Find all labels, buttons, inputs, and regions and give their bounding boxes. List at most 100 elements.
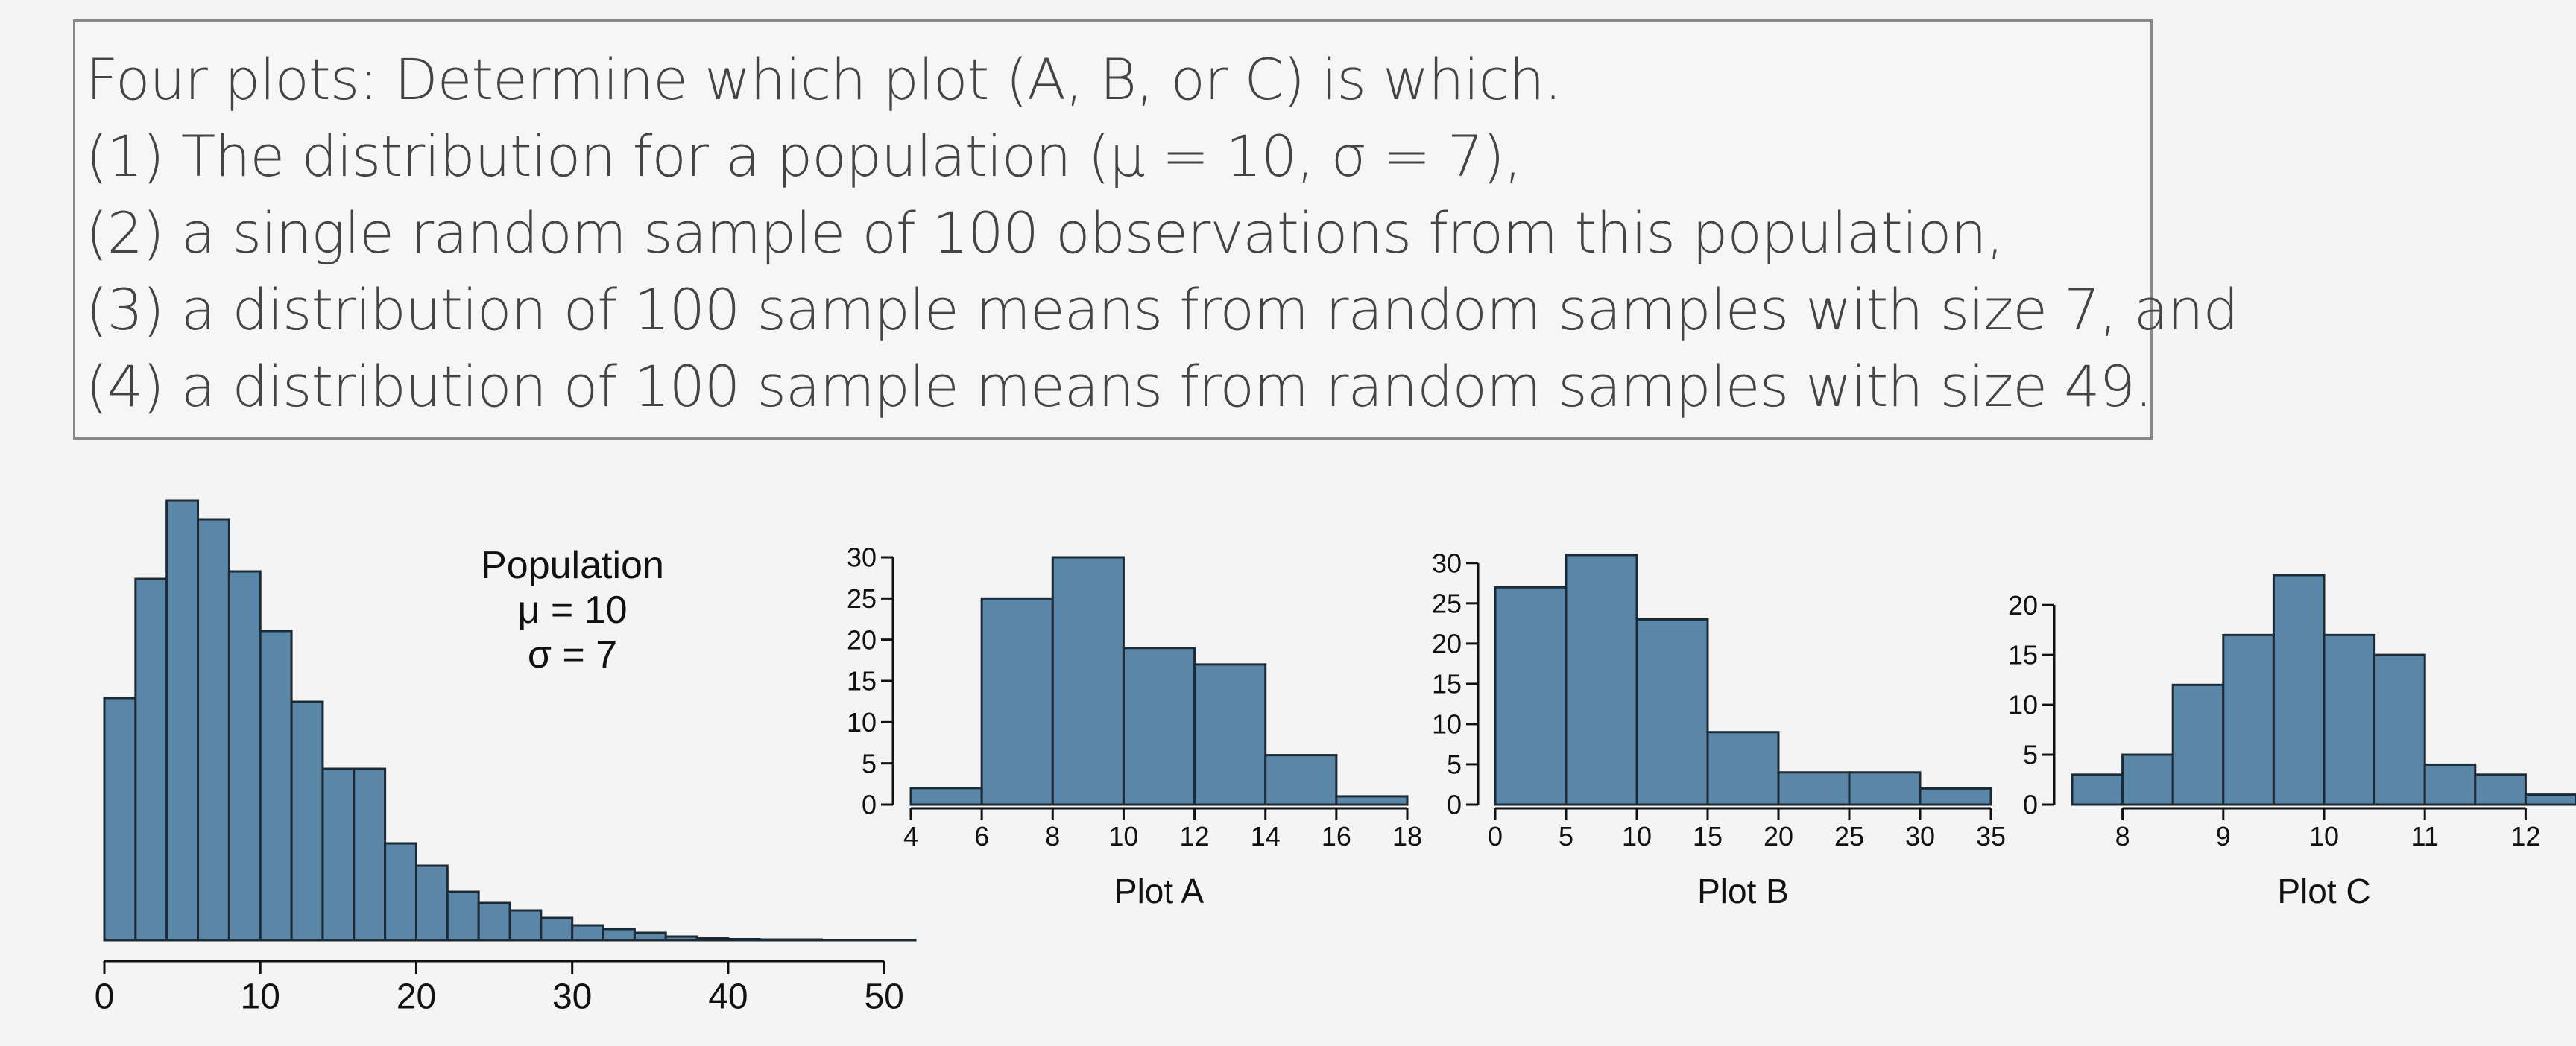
plot-b-bar: [1848, 771, 1922, 806]
population-x-tick-label: 10: [241, 977, 280, 1017]
population-bar: [508, 909, 543, 942]
plot-c-x-tick-label: 8: [2115, 821, 2130, 852]
population-bar: [414, 864, 449, 942]
population-bar: [197, 518, 230, 942]
plot-a-label: Plot A: [1114, 872, 1205, 910]
plot-c-bar: [2323, 633, 2376, 806]
plot-b-bar: [1565, 554, 1638, 806]
plot-b-y-tick-label: 0: [1447, 790, 1462, 820]
plot-b-y-tick-label: 25: [1432, 588, 1462, 618]
plot-b-x-tick-label: 35: [1976, 821, 2006, 852]
population-bar: [321, 767, 356, 942]
plot-b-bar: [1635, 618, 1709, 806]
population-bar: [727, 938, 761, 942]
plot-b-x-tick-label: 25: [1834, 821, 1864, 852]
population-bar: [227, 570, 262, 942]
question-item-4: (4) a distribution of 100 sample means f…: [86, 353, 2153, 419]
plot-c-x-tick-label: 10: [2309, 821, 2339, 852]
population-bar: [851, 939, 886, 942]
population-bar: [789, 938, 823, 942]
population-bar: [290, 700, 324, 942]
plot-a-x-tick-label: 10: [1108, 821, 1138, 852]
plot-a-x-tick-label: 18: [1392, 821, 1422, 852]
plot-a-x-tick-label: 8: [1045, 821, 1060, 852]
plot-c-x-tick-label: 12: [2510, 821, 2540, 852]
plot-c-bar: [2121, 753, 2174, 806]
population-bar: [384, 842, 417, 942]
plot-b-label: Plot B: [1697, 872, 1789, 910]
population-bar: [134, 577, 168, 942]
plot-a-y-tick-label: 5: [862, 748, 877, 779]
plot-a-x-tick-label: 12: [1180, 821, 1210, 852]
population-bar: [165, 499, 200, 942]
plot-c-bar: [2423, 763, 2477, 806]
population-bar: [883, 939, 917, 942]
population-bar: [633, 931, 667, 942]
plot-c-label: Plot C: [2277, 872, 2370, 910]
plot-b-y-tick-label: 15: [1432, 669, 1462, 700]
plot-a-y-tick-label: 0: [862, 790, 877, 820]
plot-c-bar: [2222, 633, 2275, 806]
plot-b-x-tick-label: 0: [1488, 821, 1503, 852]
population-bar: [477, 901, 511, 942]
plot-c-x-tick-label: 9: [2216, 821, 2231, 852]
population-x-tick-label: 20: [397, 977, 436, 1017]
plot-a-y-tick-label: 15: [847, 666, 877, 697]
question-item-2: (2) a single random sample of 100 observ…: [86, 200, 2004, 266]
plot-b-y-tick-label: 5: [1447, 749, 1462, 780]
plot-b-y-tick-label: 30: [1432, 548, 1462, 578]
population-bar: [103, 697, 137, 942]
plot-b-x-tick-label: 30: [1905, 821, 1935, 852]
plot-c-chart: 8 9 10 11 12 0 5 10 15 20 Plot C: [2008, 574, 2576, 910]
plot-b-x-tick-label: 10: [1622, 821, 1652, 852]
plot-c-y-tick-label: 20: [2008, 590, 2038, 621]
plot-b-bar: [1706, 731, 1780, 806]
population-x-tick-label: 40: [708, 977, 748, 1017]
population-bar: [695, 937, 730, 942]
plot-a-x-tick-label: 16: [1322, 821, 1351, 852]
plot-a-y-tick-label: 10: [847, 707, 877, 738]
plot-c-y-tick-label: 10: [2008, 690, 2038, 720]
population-bar: [664, 935, 698, 942]
population-x-tick-label: 50: [864, 977, 903, 1017]
plot-a-chart: 4 6 8 10 12 14 16 18 0 5 10 15 20 25 30 Plot A: [847, 542, 1422, 910]
plot-a-x-tick-label: 14: [1251, 821, 1281, 852]
population-bar: [353, 767, 387, 942]
plot-a-bar: [1335, 795, 1409, 806]
population-annotation-line: σ = 7: [528, 633, 617, 676]
plot-a-bar: [1193, 663, 1267, 806]
plot-c-bar: [2373, 653, 2426, 806]
plot-a-y-tick-label: 30: [847, 542, 877, 573]
plot-b-bar: [1494, 586, 1568, 806]
plot-c-y-tick-label: 0: [2023, 790, 2038, 820]
plot-c-bar: [2524, 793, 2576, 806]
plot-b-bar: [1777, 771, 1851, 806]
plot-b-x-tick-label: 5: [1559, 821, 1573, 852]
population-bar: [540, 916, 574, 942]
plot-a-y-tick-label: 20: [847, 624, 877, 655]
plot-c-bar: [2272, 574, 2326, 806]
plot-c-bar: [2171, 683, 2225, 806]
population-bar: [758, 938, 792, 942]
population-bar: [602, 928, 636, 942]
plot-b-y-tick-label: 10: [1432, 709, 1462, 740]
population-bar: [259, 630, 293, 942]
plot-a-y-tick-label: 25: [847, 583, 877, 614]
plot-b-chart: 0 5 10 15 20 25 30 35 0 5 10 15 20 25 30 Plot B: [1432, 548, 2006, 910]
plot-c-y-tick-label: 5: [2023, 740, 2038, 770]
question-text-box: Four plots: Determine which plot (A, B, …: [73, 19, 2239, 440]
question-item-1: (1) The distribution for a population (μ…: [86, 123, 1522, 189]
population-bar: [571, 924, 605, 942]
plot-c-bar: [2474, 773, 2527, 806]
plot-c-x-tick-label: 11: [2411, 821, 2439, 852]
plot-c-y-tick-label: 15: [2008, 640, 2038, 671]
population-annotation-line: μ = 10: [517, 589, 627, 632]
plot-b-x-tick-label: 15: [1693, 821, 1723, 852]
population-bar: [820, 939, 854, 942]
plot-a-bar: [980, 597, 1054, 806]
plot-c-bar: [2071, 773, 2124, 806]
plot-a-bar: [1264, 754, 1338, 806]
